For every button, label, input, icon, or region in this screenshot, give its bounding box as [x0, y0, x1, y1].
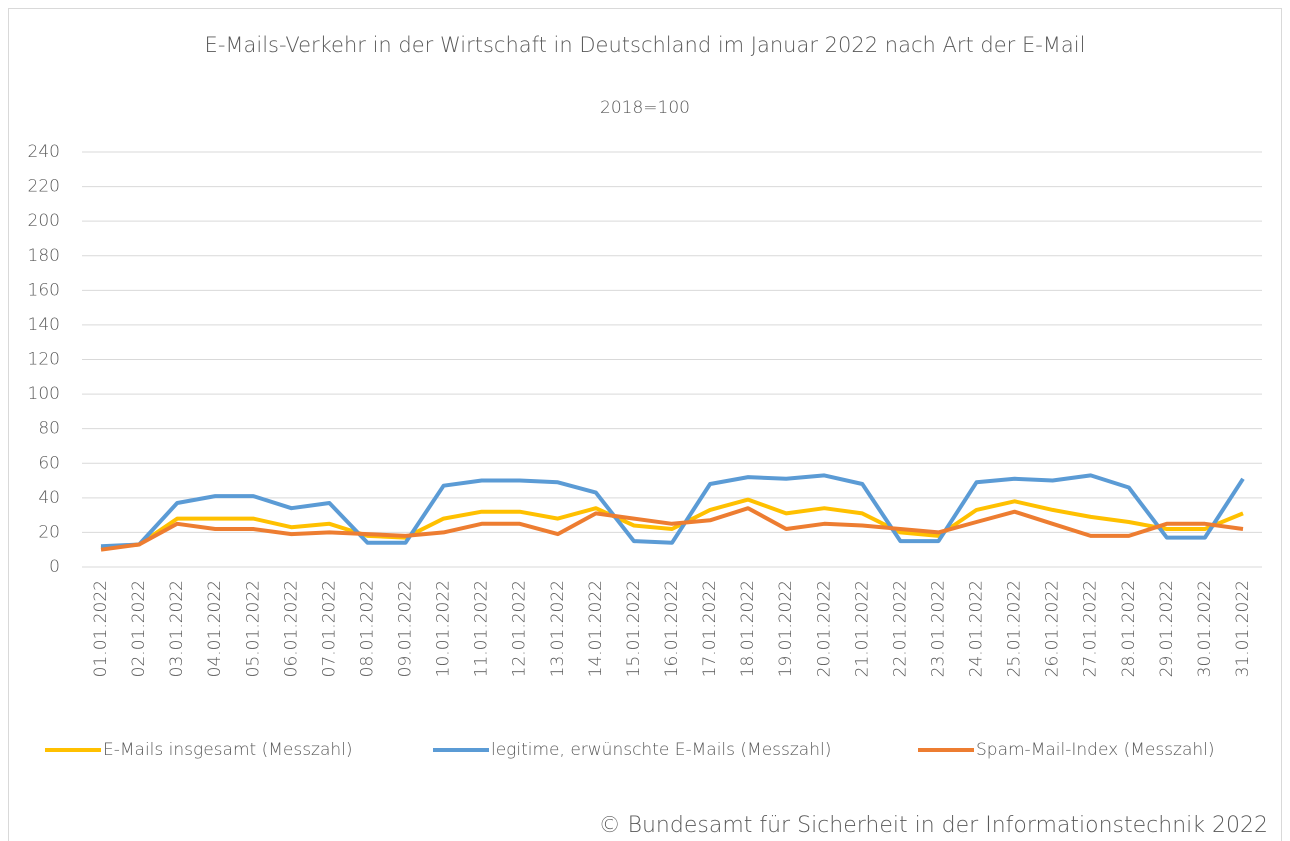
x-tick-label: 14.01.2022 — [586, 580, 606, 677]
x-tick-label: 17.01.2022 — [700, 580, 720, 677]
x-tick-label: 06.01.2022 — [281, 580, 301, 677]
x-tick-label: 07.01.2022 — [319, 580, 339, 677]
x-tick-label: 13.01.2022 — [548, 580, 568, 677]
y-tick-label: 160 — [28, 280, 60, 300]
x-tick-label: 31.01.2022 — [1233, 580, 1253, 677]
x-tick-label: 28.01.2022 — [1119, 580, 1139, 677]
source-note: © Bundesamt für Sicherheit in der Inform… — [599, 813, 1268, 838]
x-tick-label: 16.01.2022 — [662, 580, 682, 677]
x-tick-label: 26.01.2022 — [1043, 580, 1063, 677]
x-tick-label: 15.01.2022 — [624, 580, 644, 677]
x-tick-label: 30.01.2022 — [1195, 580, 1215, 677]
legend-label: legitime, erwünschte E-Mails (Messzahl) — [491, 740, 831, 760]
y-tick-label: 140 — [28, 315, 60, 335]
x-tick-label: 12.01.2022 — [510, 580, 530, 677]
series-line — [100, 497, 1244, 550]
y-tick-label: 20 — [38, 522, 60, 542]
x-tick-label: 10.01.2022 — [434, 580, 454, 677]
y-tick-label: 100 — [28, 384, 60, 404]
x-tick-label: 01.01.2022 — [91, 580, 111, 677]
y-tick-label: 220 — [28, 177, 60, 197]
y-tick-label: 80 — [38, 419, 60, 439]
legend-label: Spam-Mail-Index (Messzahl) — [976, 740, 1215, 760]
y-tick-label: 120 — [28, 350, 60, 370]
x-tick-label: 25.01.2022 — [1005, 580, 1025, 677]
series-line — [100, 473, 1245, 549]
y-tick-label: 240 — [28, 142, 60, 162]
x-tick-label: 03.01.2022 — [167, 580, 187, 677]
x-tick-label: 02.01.2022 — [129, 580, 149, 677]
x-tick-label: 24.01.2022 — [967, 580, 987, 677]
x-tick-label: 08.01.2022 — [357, 580, 377, 677]
y-tick-label: 60 — [38, 453, 60, 473]
y-tick-label: 200 — [28, 211, 60, 231]
x-tick-label: 19.01.2022 — [776, 580, 796, 677]
x-tick-label: 20.01.2022 — [814, 580, 834, 677]
y-tick-label: 180 — [28, 246, 60, 266]
chart-title: E-Mails-Verkehr in der Wirtschaft in Deu… — [205, 33, 1086, 57]
chart-frame — [8, 8, 1282, 841]
x-tick-label: 09.01.2022 — [396, 580, 416, 677]
legend-label: E-Mails insgesamt (Messzahl) — [103, 740, 353, 760]
x-tick-label: 04.01.2022 — [205, 580, 225, 677]
x-tick-label: 18.01.2022 — [738, 580, 758, 677]
x-tick-label: 21.01.2022 — [852, 580, 872, 677]
y-tick-label: 40 — [38, 488, 60, 508]
x-tick-label: 23.01.2022 — [928, 580, 948, 677]
series-line — [100, 506, 1244, 552]
x-tick-label: 22.01.2022 — [890, 580, 910, 677]
chart-subtitle: 2018=100 — [600, 98, 690, 118]
x-tick-label: 29.01.2022 — [1157, 580, 1177, 677]
y-tick-label: 0 — [49, 557, 60, 577]
x-tick-label: 11.01.2022 — [472, 580, 492, 677]
x-tick-label: 05.01.2022 — [243, 580, 263, 677]
x-tick-label: 27.01.2022 — [1081, 580, 1101, 677]
